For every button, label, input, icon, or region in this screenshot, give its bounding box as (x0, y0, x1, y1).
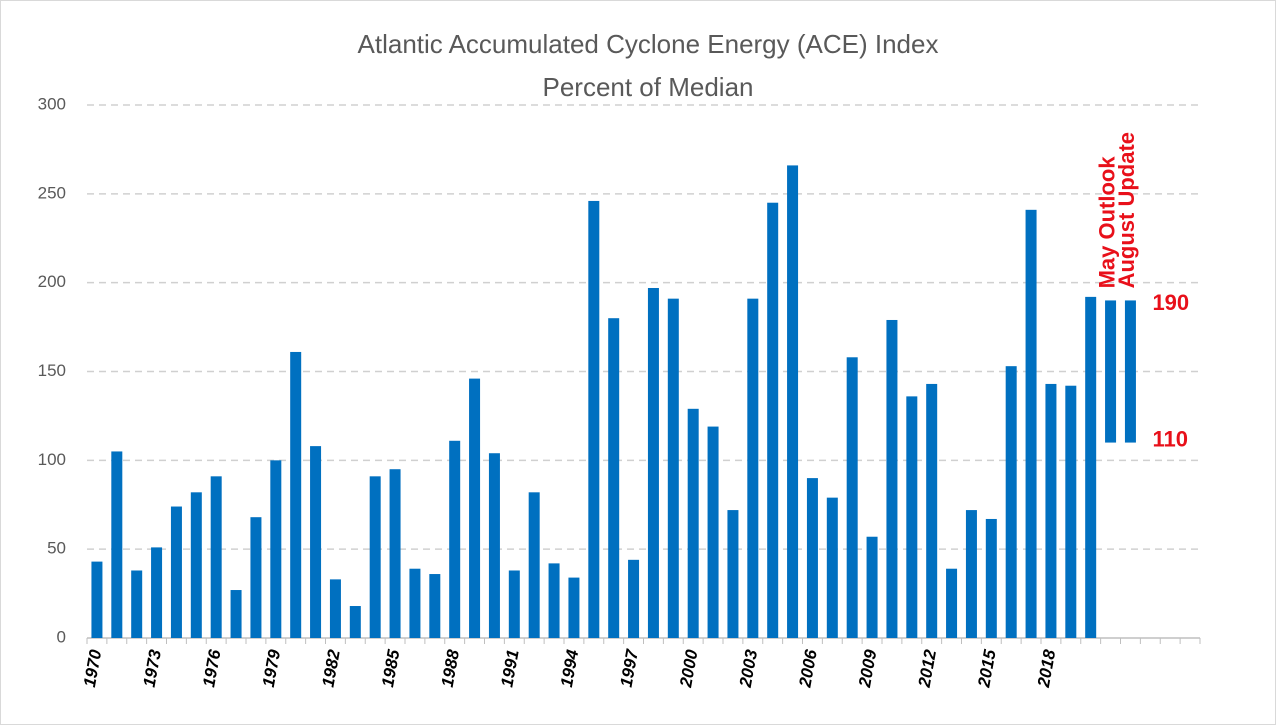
bar (1065, 385, 1077, 638)
bar (866, 536, 878, 638)
bar (310, 446, 322, 638)
bar (826, 497, 838, 638)
bar (806, 478, 818, 638)
bar (250, 517, 262, 638)
bar (508, 570, 520, 638)
bar (846, 357, 858, 638)
bar (667, 298, 679, 638)
range-low-label: 110 (1152, 426, 1188, 451)
range-high-label: 190 (1152, 290, 1189, 315)
y-tick-label: 300 (38, 94, 66, 113)
bar (528, 492, 540, 638)
bar (548, 563, 560, 638)
bar (946, 568, 958, 638)
bar (469, 378, 481, 638)
bar (787, 165, 799, 638)
bar (151, 547, 163, 638)
bar (429, 574, 441, 638)
range-bar (1124, 300, 1136, 443)
bar (767, 202, 779, 638)
range-bar (1105, 300, 1117, 443)
bar (210, 476, 222, 638)
bar (1025, 209, 1037, 638)
bar (1045, 383, 1057, 638)
bar (647, 287, 659, 638)
bar (886, 319, 898, 638)
y-tick-label: 150 (38, 361, 66, 380)
bar (985, 518, 997, 638)
bar (170, 506, 182, 638)
bar (91, 561, 103, 638)
y-tick-label: 250 (38, 183, 66, 202)
bar (389, 469, 401, 638)
y-tick-label: 100 (38, 450, 66, 469)
bar (349, 606, 361, 638)
bar (290, 351, 302, 638)
bar (906, 396, 918, 638)
bar (687, 408, 699, 638)
bar (488, 453, 500, 638)
chart-title: Atlantic Accumulated Cyclone Energy (ACE… (358, 29, 939, 59)
bar (111, 451, 123, 638)
bar (329, 579, 341, 638)
y-tick-label: 200 (38, 272, 66, 291)
bar (449, 440, 461, 638)
bar (230, 590, 242, 638)
bar (409, 568, 421, 638)
chart-subtitle: Percent of Median (542, 72, 753, 102)
range-name: August Update (1114, 132, 1139, 288)
bar (727, 510, 739, 638)
bar (131, 570, 143, 638)
bar (588, 200, 600, 638)
bar (707, 426, 719, 638)
y-tick-label: 50 (47, 539, 66, 558)
bar (628, 559, 640, 638)
range-name: May Outlook (1094, 156, 1119, 289)
bar (369, 476, 381, 638)
bar (1085, 296, 1097, 638)
bar (608, 318, 620, 638)
bar (568, 577, 580, 638)
bar (1005, 366, 1017, 638)
bar (965, 510, 977, 638)
bar (190, 492, 202, 638)
bar (270, 460, 282, 638)
bar (747, 298, 759, 638)
bar (926, 383, 938, 638)
y-tick-label: 0 (57, 627, 66, 646)
